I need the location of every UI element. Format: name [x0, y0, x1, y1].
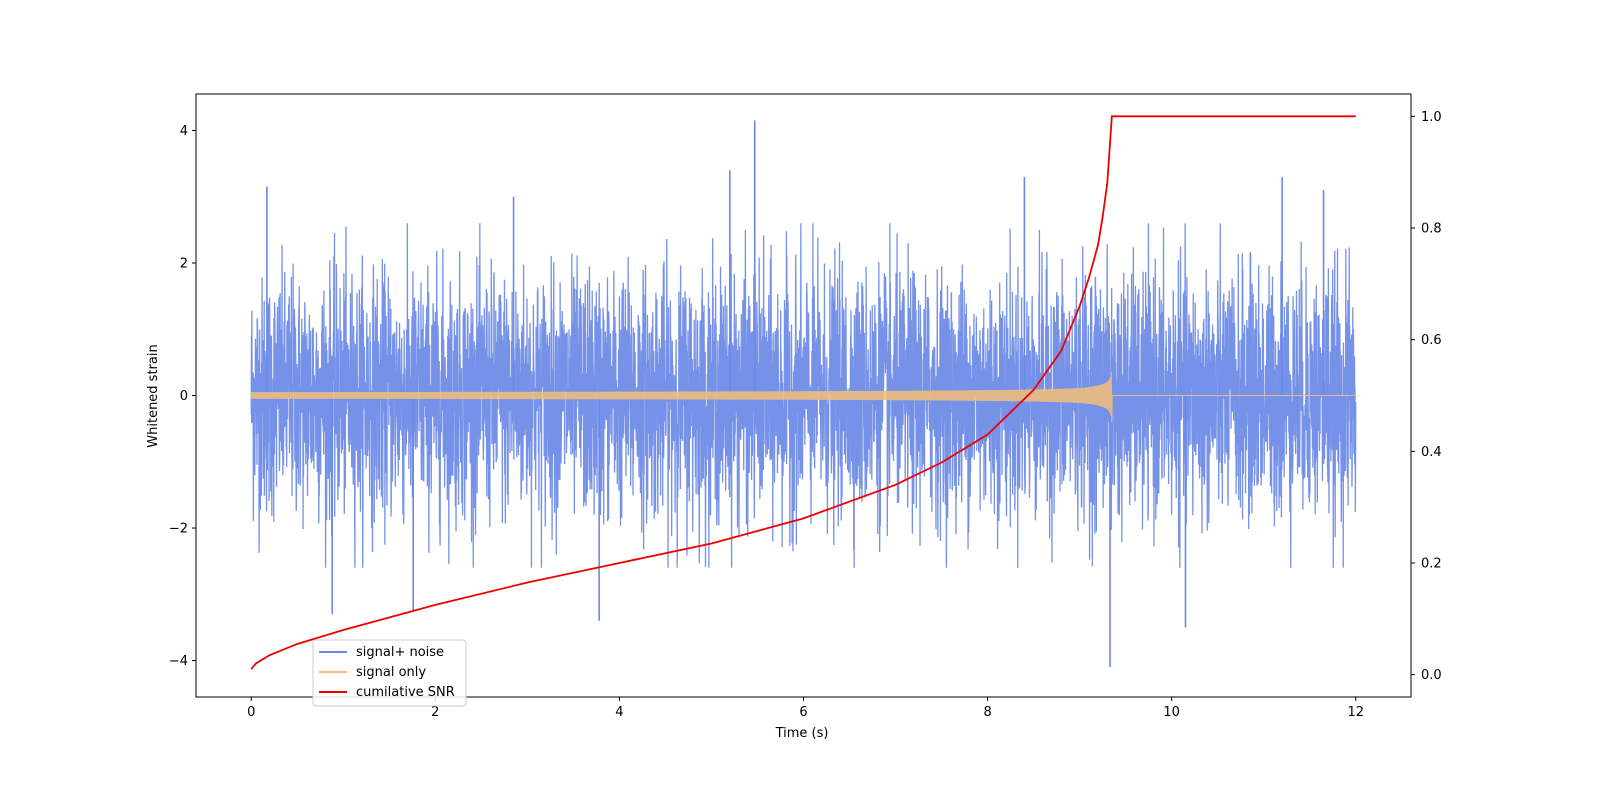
- series-cumulative-snr-line: [250, 115, 1356, 670]
- x-axis-label: Time (s): [775, 726, 829, 741]
- x-tick-label: 10: [1163, 705, 1180, 720]
- legend: signal+ noise signal only cumilative SNR: [312, 639, 467, 707]
- x-tick-label: 8: [983, 705, 991, 720]
- x-tick-label: 0: [247, 705, 255, 720]
- y-tick-label: −2: [169, 522, 188, 537]
- y-tick-label: 4: [180, 124, 188, 139]
- series-signal-only-line: [250, 371, 1356, 422]
- legend-box: [312, 639, 467, 707]
- y-tick-label: −4: [169, 654, 188, 669]
- y-tick-label: 2: [180, 256, 188, 271]
- x-tick-label: 6: [799, 705, 807, 720]
- y-tick-label: 0: [180, 389, 188, 404]
- y-axis-ticks: −4 −2 0 2 4: [169, 124, 196, 669]
- y2-tick-label: 0.8: [1421, 222, 1442, 237]
- x-axis-ticks: 0 2 4 6 8 10 12: [247, 697, 1364, 720]
- y2-tick-label: 0.2: [1421, 557, 1442, 572]
- y2-axis-ticks: 0.0 0.2 0.4 0.6 0.8 1.0: [1411, 110, 1442, 683]
- y2-tick-label: 0.0: [1421, 668, 1442, 683]
- legend-label-signal-only: signal only: [356, 665, 426, 680]
- x-tick-label: 12: [1347, 705, 1364, 720]
- series-signal-noise-line: [250, 223, 1357, 568]
- x-tick-label: 2: [431, 705, 439, 720]
- y-axis-label: Whitened strain: [146, 344, 161, 447]
- plot-layer: [250, 115, 1357, 670]
- legend-label-cumulative-snr: cumilative SNR: [356, 685, 455, 700]
- x-tick-label: 4: [615, 705, 623, 720]
- y2-tick-label: 1.0: [1421, 110, 1442, 125]
- legend-label-signal-noise: signal+ noise: [356, 645, 444, 660]
- y2-tick-label: 0.4: [1421, 445, 1442, 460]
- y2-tick-label: 0.6: [1421, 333, 1442, 348]
